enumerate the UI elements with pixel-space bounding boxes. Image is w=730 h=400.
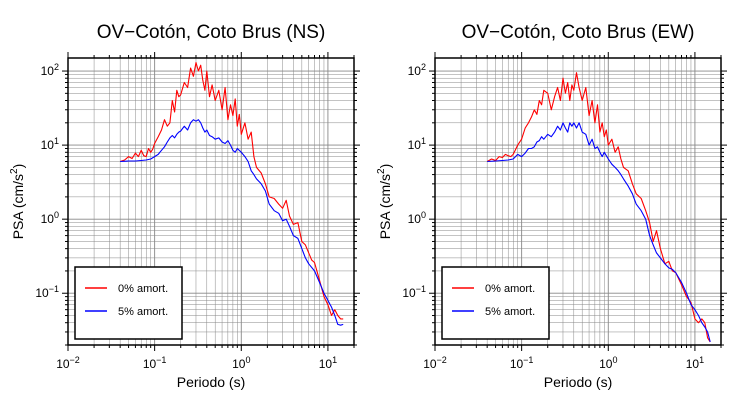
y-axis-label: PSA (cm/s2) xyxy=(376,164,393,240)
legend-box xyxy=(74,266,183,340)
series-line-damped xyxy=(487,122,711,343)
y-tick-label: 101 xyxy=(41,136,59,152)
x-axis-label: Periodo (s) xyxy=(177,374,245,390)
tick-marks xyxy=(429,52,727,351)
y-axis-label: PSA (cm/s2) xyxy=(9,164,26,240)
plot-frame xyxy=(434,57,722,346)
y-tick-label: 100 xyxy=(408,210,426,226)
legend-label: 5% amort. xyxy=(118,306,168,318)
legend: 0% amort. 5% amort. xyxy=(74,266,183,340)
chart-panel-1: OV−Cotón, Coto Brus (NS) 10−2 10−1 100 101 10… xyxy=(9,22,360,390)
y-tick-label: 10−1 xyxy=(35,284,59,300)
x-tick-label: 100 xyxy=(599,355,617,371)
x-tick-label: 10−2 xyxy=(56,355,80,371)
y-tick-label: 10−1 xyxy=(402,284,426,300)
legend-label: 0% amort. xyxy=(485,283,535,295)
x-tick-label: 101 xyxy=(319,355,337,371)
legend: 0% amort. 5% amort. xyxy=(441,266,550,340)
legend-label: 0% amort. xyxy=(118,283,168,295)
x-tick-label: 10−2 xyxy=(423,355,447,371)
plot-frame xyxy=(67,57,355,346)
series-line-undamped xyxy=(486,72,711,343)
series-line-undamped xyxy=(120,62,344,320)
grid xyxy=(67,58,355,346)
y-tick-label: 100 xyxy=(41,210,59,226)
legend-box xyxy=(441,266,550,340)
chart-title: OV−Cotón, Coto Brus (EW) xyxy=(462,22,695,43)
chart-panel-2: OV−Cotón, Coto Brus (EW) 10−2 10−1 100 101 10… xyxy=(376,22,727,390)
x-tick-label: 101 xyxy=(686,355,704,371)
chart-title: OV−Cotón, Coto Brus (NS) xyxy=(97,22,326,43)
series-line-damped xyxy=(120,119,344,326)
grid xyxy=(434,58,722,346)
legend-label: 5% amort. xyxy=(485,306,535,318)
x-tick-label: 10−1 xyxy=(143,355,167,371)
y-tick-label: 102 xyxy=(408,62,426,78)
x-axis-label: Periodo (s) xyxy=(544,374,612,390)
tick-marks xyxy=(62,52,360,351)
y-tick-label: 101 xyxy=(408,136,426,152)
y-tick-label: 102 xyxy=(41,62,59,78)
x-tick-label: 100 xyxy=(232,355,250,371)
x-tick-label: 10−1 xyxy=(510,355,534,371)
